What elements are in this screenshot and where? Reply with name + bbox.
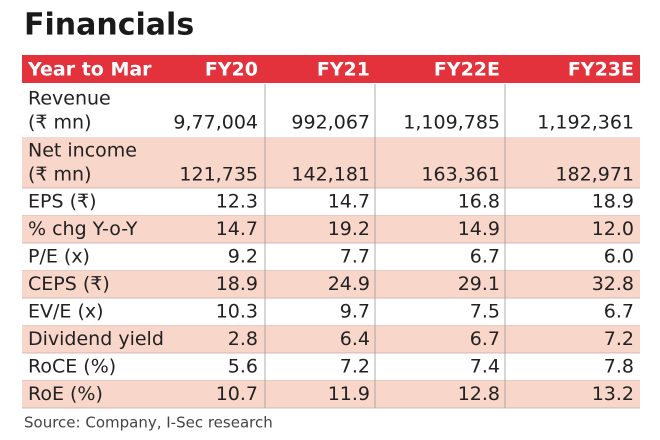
cell-value: 7.8	[604, 355, 634, 377]
cell-value: 12.0	[592, 218, 634, 240]
title: Financials	[24, 8, 194, 43]
cell-value: 5.6	[228, 355, 258, 377]
row-label: RoCE (%)	[28, 355, 116, 377]
row-label: (₹ mn)	[28, 112, 92, 134]
cell-value: 7.4	[470, 355, 500, 377]
cell-value: 1,109,785	[403, 112, 500, 134]
row-label: Dividend yield	[28, 328, 164, 350]
header-cell: FY23E	[568, 59, 634, 81]
row-label: % chg Y-o-Y	[28, 218, 138, 240]
cell-value: 7.2	[604, 328, 634, 350]
cell-value: 11.9	[328, 383, 370, 405]
cell-value: 16.8	[458, 190, 500, 212]
header-cell: FY20	[205, 59, 258, 81]
cell-value: 29.1	[458, 273, 500, 295]
cell-value: 12.3	[216, 190, 258, 212]
cell-value: 6.0	[604, 245, 634, 267]
cell-value: 182,971	[555, 164, 634, 186]
cell-value: 14.7	[216, 218, 258, 240]
cell-value: 19.2	[328, 218, 370, 240]
cell-value: 10.3	[216, 300, 258, 322]
cell-value: 18.9	[216, 273, 258, 295]
row-shade	[22, 325, 640, 353]
row-label: Net income	[28, 140, 137, 162]
row-shade	[22, 380, 640, 408]
row-label: CEPS (₹)	[28, 273, 110, 295]
cell-value: 9.2	[228, 245, 258, 267]
row-shade	[22, 270, 640, 298]
row-shade	[22, 215, 640, 243]
header-cell: FY22E	[434, 59, 500, 81]
cell-value: 14.9	[458, 218, 500, 240]
cell-value: 9,77,004	[173, 112, 258, 134]
cell-value: 12.8	[458, 383, 500, 405]
row-label: (₹ mn)	[28, 164, 92, 186]
cell-value: 142,181	[291, 164, 370, 186]
cell-value: 6.7	[470, 245, 500, 267]
cell-value: 14.7	[328, 190, 370, 212]
cell-value: 6.7	[604, 300, 634, 322]
cell-value: 6.7	[470, 328, 500, 350]
cell-value: 2.8	[228, 328, 258, 350]
cell-value: 7.7	[340, 245, 370, 267]
row-label: P/E (x)	[28, 245, 90, 267]
row-label: Revenue	[28, 88, 111, 110]
header-cell: FY21	[317, 59, 370, 81]
header-bar	[22, 55, 640, 83]
row-shade	[22, 138, 640, 188]
cell-value: 7.2	[340, 355, 370, 377]
header-cell: Year to Mar	[27, 59, 152, 81]
cell-value: 32.8	[592, 273, 634, 295]
cell-value: 18.9	[592, 190, 634, 212]
cell-value: 1,192,361	[537, 112, 634, 134]
cell-value: 992,067	[291, 112, 370, 134]
cell-value: 9.7	[340, 300, 370, 322]
cell-value: 10.7	[216, 383, 258, 405]
row-label: EPS (₹)	[28, 190, 96, 212]
cell-value: 6.4	[340, 328, 370, 350]
source: Source: Company, I-Sec research	[24, 414, 273, 432]
cell-value: 163,361	[421, 164, 500, 186]
row-label: RoE (%)	[28, 383, 103, 405]
cell-value: 13.2	[592, 383, 634, 405]
cell-value: 121,735	[179, 164, 258, 186]
row-label: EV/E (x)	[28, 300, 104, 322]
cell-value: 24.9	[328, 273, 370, 295]
cell-value: 7.5	[470, 300, 500, 322]
